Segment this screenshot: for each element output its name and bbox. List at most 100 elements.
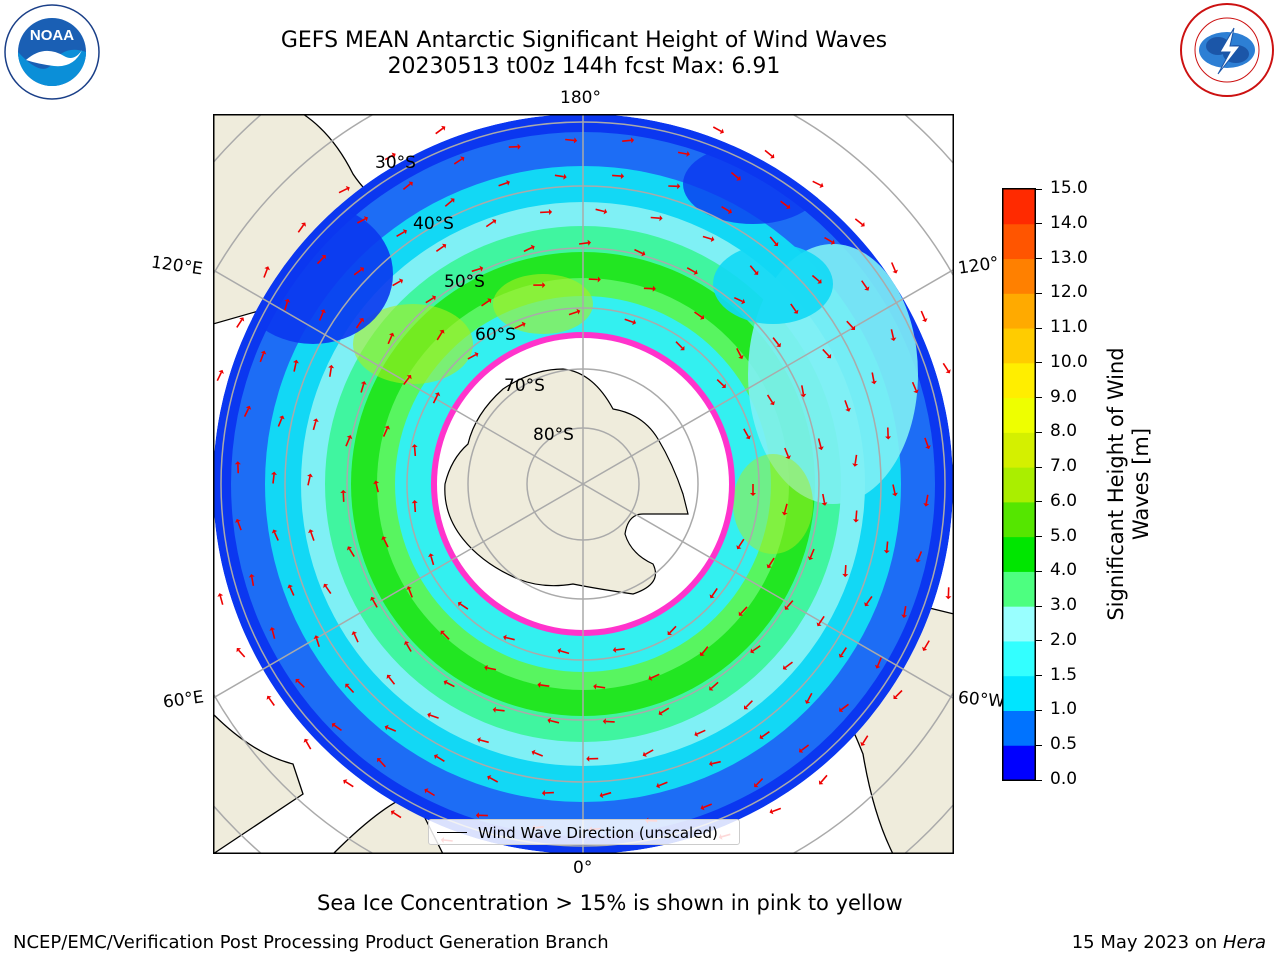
wind-arrow-head-icon (800, 393, 807, 398)
colorbar-segment (1003, 745, 1035, 781)
wind-arrow-head-icon (239, 317, 245, 322)
wind-arrow-head-icon (487, 775, 492, 781)
wind-arrow-head-icon (641, 250, 646, 257)
wind-arrow-head-icon (686, 151, 690, 157)
wind-arrow-icon (605, 720, 615, 723)
wind-arrow-head-icon (923, 503, 930, 507)
wind-arrow-icon (820, 774, 828, 783)
wind-arrow-head-icon (586, 755, 590, 762)
wind-arrow-icon (479, 739, 489, 744)
wind-arrow-icon (743, 428, 749, 437)
wind-arrow-icon (487, 667, 497, 671)
wind-arrow-head-icon (838, 653, 844, 658)
wind-arrow-head-icon (439, 329, 445, 334)
wind-arrow-icon (378, 759, 386, 768)
wind-arrow-head-icon (264, 266, 270, 271)
wind-arrow-head-icon (922, 646, 928, 651)
wind-arrow-head-icon (434, 392, 441, 397)
colorbar-segment (1003, 293, 1035, 329)
wind-arrow-icon (435, 245, 445, 252)
wind-arrow-head-icon (506, 180, 510, 186)
wind-arrow-icon (772, 337, 780, 346)
wind-arrow-head-icon (659, 215, 663, 222)
wind-arrow-icon (854, 454, 858, 464)
wind-arrow-head-icon (804, 699, 811, 704)
wind-arrow-head-icon (531, 749, 536, 756)
wind-arrow-icon (305, 740, 312, 750)
lat-label-60s: 60°S (475, 325, 516, 345)
wind-arrow-icon (694, 311, 703, 318)
wind-arrow-head-icon (819, 182, 824, 188)
wind-arrow-icon (622, 139, 632, 142)
wind-arrow-icon (388, 676, 396, 685)
colorbar-tick-label: 2.0 (1050, 629, 1078, 650)
wind-arrow-icon (489, 776, 499, 783)
wind-arrow-icon (738, 538, 745, 548)
wind-arrow-icon (444, 199, 453, 207)
wind-arrow-head-icon (700, 804, 705, 811)
wind-arrow-head-icon (343, 779, 348, 785)
colorbar-segment (1003, 432, 1035, 468)
wind-arrow-icon (554, 174, 564, 178)
wind-arrow-head-icon (384, 724, 389, 731)
wind-arrow-head-icon (479, 265, 484, 272)
wind-arrow-icon (560, 650, 570, 655)
chart-title: GEFS MEAN Antarctic Significant Height o… (280, 28, 888, 53)
wind-arrow-head-icon (807, 556, 814, 561)
legend-line-icon (437, 832, 467, 833)
wind-arrow-head-icon (389, 332, 395, 337)
wind-arrow-head-icon (744, 705, 749, 710)
wind-arrow-head-icon (818, 446, 824, 451)
colorbar-segment (1003, 536, 1035, 572)
wind-arrow-head-icon (441, 125, 446, 131)
colorbar-tick-mark (1036, 570, 1042, 572)
colorbar-tick-mark (1036, 536, 1042, 538)
wind-arrow-icon (467, 353, 477, 360)
wind-arrow-icon (387, 335, 393, 345)
map-graticule (213, 114, 954, 854)
colorbar-tick-label: 3.0 (1050, 595, 1078, 616)
wind-arrow-head-icon (652, 285, 656, 292)
wind-arrow-head-icon (852, 463, 859, 467)
wind-arrow-icon (696, 729, 706, 735)
wind-arrow-head-icon (384, 425, 390, 430)
wind-arrow-icon (822, 348, 830, 357)
wind-arrow-icon (890, 329, 895, 339)
wind-arrow-head-icon (312, 418, 319, 422)
wind-arrow-head-icon (830, 239, 835, 245)
wind-arrow-head-icon (769, 401, 775, 406)
wind-arrow-head-icon (593, 683, 597, 690)
wind-arrow-head-icon (248, 574, 255, 578)
wind-arrow-head-icon (883, 550, 890, 554)
colorbar-tick-label: 1.5 (1050, 664, 1078, 685)
wind-arrow-head-icon (680, 346, 685, 351)
colorbar-tick-mark (1036, 188, 1042, 190)
colorbar-segment (1003, 571, 1035, 607)
wind-arrow-head-icon (346, 435, 353, 440)
wind-arrow-icon (268, 697, 275, 706)
wind-arrow-icon (498, 182, 508, 187)
wind-arrow-icon (733, 296, 743, 303)
wind-arrow-head-icon (860, 222, 865, 227)
wind-arrow-icon (822, 493, 826, 504)
wind-arrow-icon (925, 494, 929, 504)
wind-arrow-head-icon (658, 710, 663, 716)
wind-arrow-head-icon (269, 627, 276, 631)
wind-arrow-head-icon (694, 731, 699, 737)
wind-arrow-icon (721, 206, 730, 212)
wind-arrow-head-icon (266, 695, 272, 700)
wind-arrow-head-icon (874, 664, 881, 669)
wind-arrow-head-icon (321, 255, 326, 260)
wind-arrow-head-icon (313, 635, 320, 640)
colorbar-tick-mark (1036, 744, 1042, 746)
wind-arrow-head-icon (864, 602, 870, 607)
wind-arrow-head-icon (346, 546, 352, 551)
wind-arrow-head-icon (408, 181, 413, 187)
wind-arrow-icon (783, 503, 788, 513)
wind-arrow-icon (784, 661, 793, 669)
colorbar-segment (1003, 362, 1035, 399)
wind-arrow-head-icon (217, 593, 224, 597)
wind-arrow-head-icon (587, 239, 591, 246)
wind-arrow-head-icon (450, 198, 455, 203)
wind-arrow-icon (459, 603, 469, 610)
